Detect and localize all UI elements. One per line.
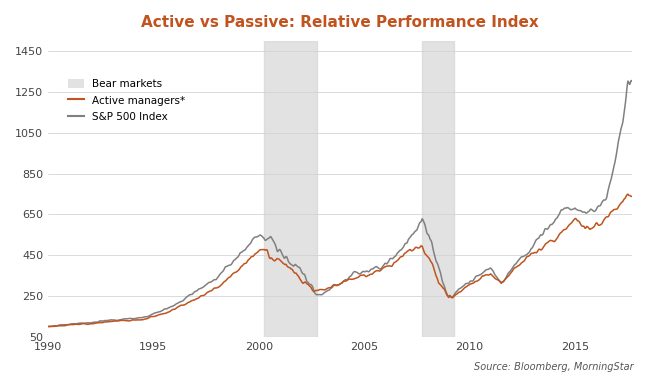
Title: Active vs Passive: Relative Performance Index: Active vs Passive: Relative Performance …: [141, 15, 539, 30]
Bar: [422, 41, 454, 337]
Text: Source: Bloomberg, MorningStar: Source: Bloomberg, MorningStar: [474, 363, 634, 372]
Legend: Bear markets, Active managers*, S&P 500 Index: Bear markets, Active managers*, S&P 500 …: [65, 76, 188, 125]
Bar: [264, 41, 317, 337]
